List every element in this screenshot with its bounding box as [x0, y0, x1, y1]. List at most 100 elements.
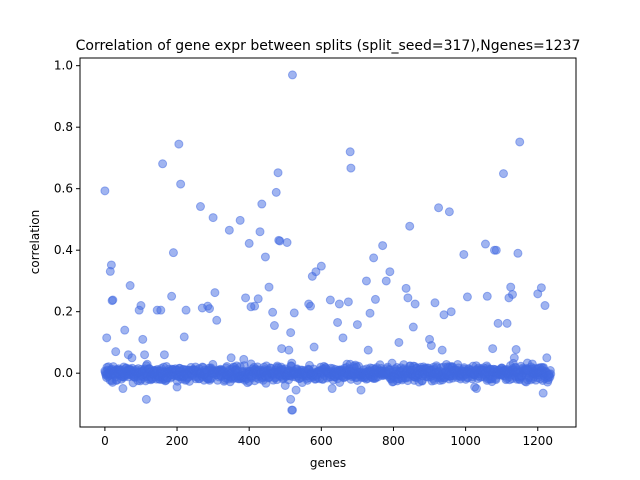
data-point: [542, 353, 552, 363]
data-point: [136, 301, 146, 311]
data-point: [195, 202, 205, 212]
data-point: [291, 385, 301, 395]
y-tick-label: 0.0: [54, 366, 73, 380]
data-point: [333, 317, 343, 327]
data-point: [141, 394, 151, 404]
data-point: [212, 315, 222, 325]
x-axis: 0 200 400 600 800 1000 1200: [101, 427, 553, 448]
data-point: [378, 241, 388, 251]
data-point: [106, 260, 116, 270]
data-point: [168, 248, 178, 258]
data-point: [365, 308, 375, 318]
y-axis: 0.0 0.2 0.4 0.6 0.8 1.0: [54, 59, 80, 380]
data-point: [167, 291, 177, 301]
data-point: [118, 384, 128, 394]
data-point: [511, 345, 521, 355]
data-point: [546, 369, 556, 379]
data-point: [138, 334, 148, 344]
data-point: [159, 350, 169, 360]
data-point: [343, 297, 353, 307]
data-point: [100, 186, 110, 196]
data-point: [509, 353, 519, 363]
data-point: [286, 394, 296, 404]
data-point: [125, 281, 135, 291]
data-point: [158, 159, 168, 169]
y-tick-label: 0.6: [54, 182, 73, 196]
data-point: [498, 169, 508, 179]
data-point: [471, 384, 481, 394]
data-point: [430, 298, 440, 308]
data-point: [346, 163, 356, 173]
data-point: [239, 354, 249, 364]
data-point: [179, 332, 189, 342]
data-point: [241, 293, 251, 303]
data-point: [356, 385, 366, 395]
data-point: [491, 245, 501, 255]
data-point: [482, 291, 492, 301]
x-tick-label: 600: [310, 434, 333, 448]
data-point: [381, 276, 391, 286]
data-point: [156, 305, 166, 315]
data-point: [172, 382, 182, 392]
data-point: [369, 253, 379, 263]
data-point: [370, 294, 380, 304]
data-point: [269, 321, 279, 331]
data-point: [275, 236, 285, 246]
data-point: [287, 405, 297, 415]
x-tick-label: 800: [382, 434, 405, 448]
data-point: [102, 333, 112, 343]
data-point: [345, 147, 355, 157]
y-tick-label: 0.2: [54, 305, 73, 319]
x-tick-label: 0: [101, 434, 109, 448]
data-point: [282, 238, 292, 247]
data-point: [437, 345, 447, 355]
plot-frame: [79, 57, 577, 428]
data-point: [257, 199, 267, 209]
data-point: [385, 267, 395, 277]
data-point: [508, 289, 518, 299]
data-point: [289, 308, 299, 318]
data-point: [334, 299, 344, 309]
data-point: [224, 225, 234, 235]
data-point: [260, 252, 270, 262]
data-point: [210, 288, 220, 298]
data-point: [120, 325, 130, 335]
data-point: [405, 221, 415, 231]
data-point: [522, 365, 532, 375]
data-point: [444, 207, 454, 217]
data-point: [226, 353, 236, 363]
data-point: [401, 283, 411, 293]
data-point: [462, 292, 472, 302]
data-point: [273, 168, 283, 178]
data-point: [271, 187, 281, 197]
data-point: [253, 294, 263, 304]
data-point: [410, 299, 420, 309]
data-point: [208, 213, 218, 223]
data-point: [205, 304, 214, 314]
y-tick-label: 1.0: [54, 59, 73, 73]
data-point: [363, 345, 373, 355]
x-tick-label: 200: [166, 434, 189, 448]
y-tick-label: 0.4: [54, 243, 73, 257]
data-point: [316, 261, 326, 271]
data-point: [250, 301, 260, 311]
data-point: [286, 328, 296, 338]
data-point: [255, 227, 265, 237]
y-tick-label: 0.8: [54, 120, 73, 134]
data-point: [515, 137, 525, 147]
data-point: [502, 318, 512, 328]
data-point: [536, 283, 546, 293]
data-point: [408, 322, 418, 332]
data-point: [538, 388, 548, 398]
data-point: [527, 359, 537, 369]
data-point: [394, 337, 404, 347]
data-point: [111, 347, 121, 357]
data-point: [338, 333, 348, 343]
data-point: [327, 384, 337, 394]
data-point: [264, 282, 274, 292]
data-point: [434, 203, 444, 213]
data-point: [244, 238, 254, 248]
data-point: [513, 248, 523, 258]
